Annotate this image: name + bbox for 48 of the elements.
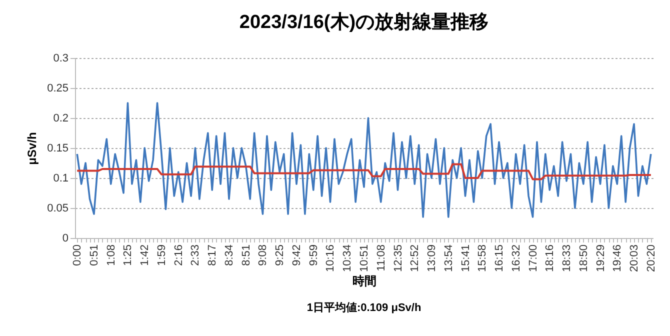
x-tick-label: 8:51 (240, 244, 252, 266)
x-tick-label: 10:16 (324, 244, 337, 272)
y-tick-label: 0.2 (53, 112, 68, 124)
x-tick-label: 18:50 (578, 244, 590, 272)
x-tick-label: 8:34 (223, 244, 236, 266)
x-tick-label: 16:32 (510, 244, 522, 272)
line-series (76, 163, 652, 180)
x-tick-label: 19:46 (612, 244, 624, 272)
x-tick-label: 1:08 (105, 244, 118, 266)
x-tick-label: 11:08 (375, 244, 388, 272)
x-tick-label: 1:25 (122, 244, 134, 266)
y-tick-label: 0.1 (53, 172, 68, 184)
x-tick-label: 1:59 (156, 244, 168, 266)
x-tick-label: 12:35 (392, 244, 404, 272)
x-tick-label: 15:41 (460, 244, 472, 272)
x-tick-label: 20:03 (628, 244, 641, 272)
x-tick-label: 10:34 (342, 244, 354, 272)
x-tick-label: 8:17 (206, 244, 219, 266)
x-tick-label: 19:29 (594, 244, 607, 272)
x-tick-label: 10:51 (358, 244, 370, 272)
x-tick-label: 0:00 (72, 244, 84, 266)
x-tick-label: 2:33 (190, 244, 202, 266)
y-axis-title: μSv/h (25, 132, 40, 165)
x-tick-label: 9:59 (308, 244, 320, 266)
x-tick-label: 18:16 (544, 244, 556, 272)
x-tick-label: 16:15 (494, 244, 506, 272)
x-tick-label: 17:00 (527, 244, 540, 272)
x-tick-label: 20:20 (645, 244, 658, 272)
y-tick-label: 0.3 (53, 52, 68, 64)
x-tick-label: 2:16 (172, 244, 185, 266)
x-tick-label: 9:08 (257, 244, 270, 266)
x-tick-label: 9:25 (274, 244, 286, 266)
y-tick-label: 0.05 (47, 202, 68, 214)
x-tick-label: 0:51 (88, 244, 100, 266)
chart-title: 2023/3/16(木)の放射線量推移 (239, 11, 489, 33)
x-tick-label: 13:09 (426, 244, 438, 272)
x-tick-label: 13:54 (442, 244, 455, 272)
text: 1日平均値:0.109 μSv/h (306, 301, 422, 314)
x-tick-label: 15:58 (476, 244, 489, 272)
x-axis-title: 時間 (352, 274, 376, 288)
x-tick-label: 12:52 (409, 244, 422, 272)
y-tick-label: 0.25 (47, 82, 68, 94)
x-tick-label: 18:33 (561, 244, 574, 272)
x-tick-label: 9:42 (290, 244, 303, 266)
x-tick-label: 1:42 (139, 244, 152, 266)
y-tick-label: 0.15 (47, 142, 68, 154)
y-tick-label: 0 (62, 232, 68, 244)
line-series (76, 102, 652, 218)
